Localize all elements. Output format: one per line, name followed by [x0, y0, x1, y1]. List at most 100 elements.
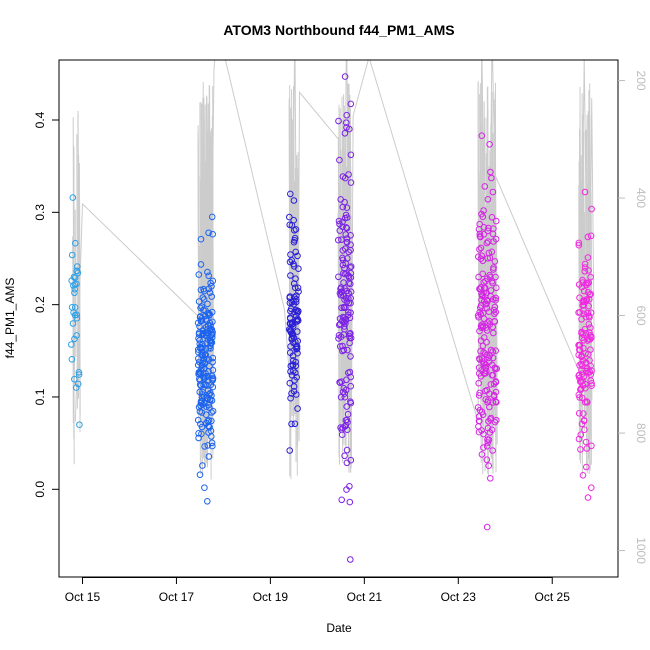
data-point [70, 282, 77, 289]
altitude-spike [486, 117, 488, 429]
data-point [585, 267, 592, 274]
data-point [347, 382, 355, 390]
data-point [199, 294, 207, 301]
data-point [477, 255, 485, 263]
data-point [345, 279, 353, 287]
data-point [290, 216, 298, 224]
data-point [204, 300, 211, 308]
data-point [345, 248, 353, 256]
chart-title: ATOM3 Northbound f44_PM1_AMS [223, 22, 454, 38]
data-point [292, 338, 299, 346]
data-point [70, 273, 78, 281]
data-point [587, 290, 594, 298]
data-point [578, 353, 586, 361]
data-point [584, 399, 591, 406]
right-tick-label: 1000 [634, 537, 648, 564]
data-point [292, 275, 299, 283]
x-tick-label: Oct 19 [253, 590, 289, 604]
data-point [341, 73, 349, 80]
data-point [483, 239, 491, 247]
data-point [335, 273, 342, 281]
data-point [479, 213, 487, 220]
data-point [205, 229, 212, 237]
data-point [288, 321, 296, 328]
data-point [491, 392, 498, 400]
data-point [483, 296, 491, 304]
data-point [347, 330, 354, 337]
data-point [341, 130, 349, 137]
data-point [347, 299, 354, 307]
data-point [492, 296, 499, 304]
data-point [68, 356, 76, 363]
x-axis: Oct 15 Oct 17 Oct 19 Oct 21 Oct 23 Oct 25 [65, 577, 570, 604]
data-point [71, 335, 78, 343]
data-point [209, 407, 217, 415]
data-point [480, 231, 488, 238]
data-point [345, 369, 352, 377]
data-point [480, 444, 487, 451]
data-point [208, 308, 216, 316]
data-point [339, 218, 346, 226]
data-point [578, 329, 585, 337]
data-point [342, 259, 349, 267]
data-point [586, 291, 594, 299]
data-point [580, 373, 588, 381]
data-point [575, 435, 583, 443]
data-point [475, 417, 483, 425]
data-point [339, 247, 347, 254]
data-point [196, 471, 204, 479]
data-point [585, 279, 593, 287]
data-point [575, 309, 582, 316]
data-point [336, 315, 344, 322]
data-point [200, 327, 207, 335]
altitude-spike [339, 108, 342, 325]
data-point [208, 439, 216, 447]
data-point [198, 430, 205, 438]
data-point [200, 285, 207, 293]
data-point [290, 260, 297, 268]
data-point [208, 372, 216, 380]
data-point [294, 252, 301, 260]
data-point [207, 322, 214, 329]
altitude-spike [477, 82, 480, 299]
data-point [485, 224, 492, 232]
altitude-spike [199, 102, 201, 436]
data-point [581, 268, 589, 275]
data-point [201, 484, 208, 492]
data-point [341, 393, 349, 401]
altitude-spike [76, 134, 78, 409]
data-point [342, 231, 350, 238]
data-point [72, 384, 80, 391]
data-point [491, 364, 499, 372]
data-point [346, 334, 354, 342]
data-point [581, 399, 589, 406]
data-point [293, 345, 301, 353]
data-point [484, 439, 492, 446]
data-point [475, 226, 483, 233]
data-point [209, 354, 217, 362]
data-point [484, 424, 492, 432]
data-point [203, 403, 210, 411]
data-point [292, 369, 299, 377]
data-point [479, 342, 487, 350]
data-point [492, 217, 500, 225]
data-point [484, 227, 492, 235]
data-point [295, 265, 302, 273]
data-point [579, 357, 587, 364]
data-point [291, 237, 298, 244]
data-point [341, 323, 348, 330]
y-axis: 0.0 0.1 0.2 0.3 0.4 [33, 111, 59, 498]
data-point [68, 251, 76, 259]
data-point [290, 383, 298, 390]
data-point [577, 431, 585, 439]
data-point [575, 281, 583, 288]
data-point [73, 263, 81, 270]
data-point [584, 309, 592, 317]
data-point [206, 423, 213, 431]
data-point [577, 446, 584, 453]
data-point [198, 303, 205, 310]
data-point [484, 319, 492, 326]
data-point [492, 347, 500, 355]
data-point [194, 416, 202, 424]
